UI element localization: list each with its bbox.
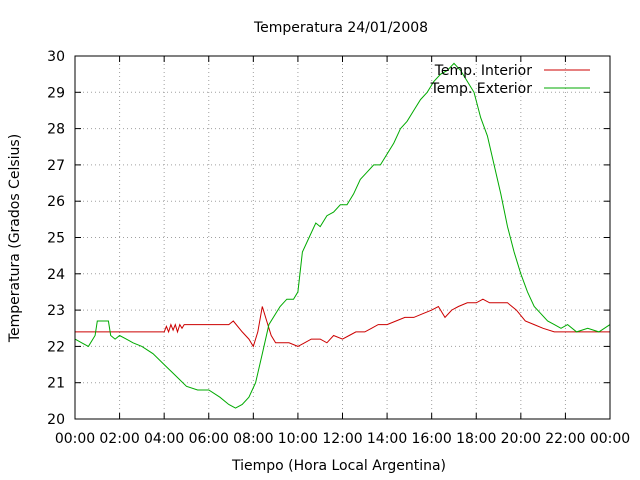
y-tick-label: 21 xyxy=(47,376,65,392)
x-tick-label: 16:00 xyxy=(411,431,451,447)
x-tick-label: 10:00 xyxy=(278,431,318,447)
y-tick-label: 29 xyxy=(47,85,65,101)
x-tick-label: 22:00 xyxy=(545,431,585,447)
x-tick-label: 18:00 xyxy=(456,431,496,447)
x-tick-label: 04:00 xyxy=(144,431,184,447)
legend: Temp. Interior Temp. Exterior xyxy=(430,63,590,97)
y-tick-label: 26 xyxy=(47,194,65,210)
plot-frame xyxy=(74,55,611,420)
x-axis-label: Tiempo (Hora Local Argentina) xyxy=(231,458,446,474)
series-line-exterior xyxy=(74,62,611,409)
x-tick-label: 12:00 xyxy=(322,431,362,447)
legend-label-interior: Temp. Interior xyxy=(434,63,533,79)
y-tick-label: 27 xyxy=(47,158,65,174)
y-axis-label: Temperatura (Grados Celsius) xyxy=(7,134,23,343)
x-tick-label: 08:00 xyxy=(233,431,273,447)
y-tick-label: 30 xyxy=(47,49,65,65)
series-line-interior xyxy=(75,298,610,348)
x-tick-label: 14:00 xyxy=(367,431,407,447)
grid-lines xyxy=(75,56,610,419)
x-tick-label: 00:00 xyxy=(590,431,630,447)
x-tick-labels: 00:00 02:00 04:00 06:00 08:00 10:00 12:00 14:00… xyxy=(55,431,630,447)
y-tick-labels: 20 21 22 23 24 25 26 27 28 29 30 xyxy=(47,49,65,428)
y-tick-label: 22 xyxy=(47,339,65,355)
chart-title: Temperatura 24/01/2008 xyxy=(253,20,428,36)
y-tick-label: 23 xyxy=(47,303,65,319)
x-tick-label: 00:00 xyxy=(55,431,95,447)
x-tick-label: 20:00 xyxy=(501,431,541,447)
legend-label-exterior: Temp. Exterior xyxy=(430,81,533,97)
x-tick-label: 02:00 xyxy=(99,431,139,447)
x-tick-label: 06:00 xyxy=(189,431,229,447)
y-tick-label: 28 xyxy=(47,122,65,138)
y-tick-label: 25 xyxy=(47,231,65,247)
y-tick-label: 24 xyxy=(47,267,65,283)
y-tick-label: 20 xyxy=(47,412,65,428)
series-lines xyxy=(74,62,611,409)
